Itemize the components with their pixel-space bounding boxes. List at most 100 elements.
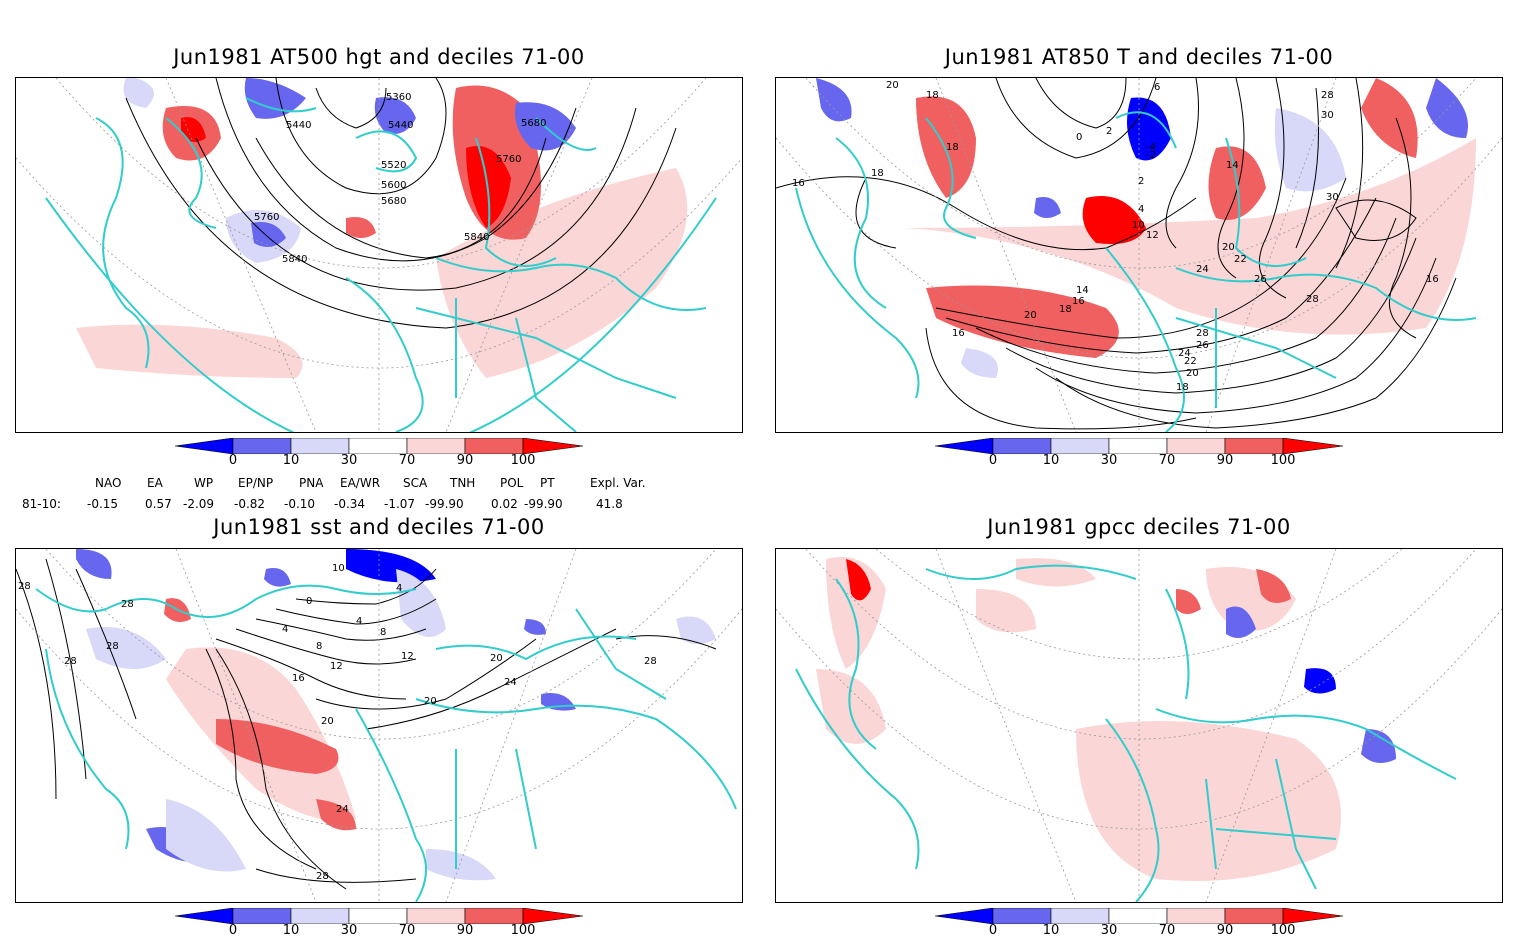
index-value: -0.82 — [234, 497, 266, 511]
colorbar-tick-label: 100 — [510, 923, 536, 938]
contour-label: 28 — [1321, 90, 1334, 101]
contour-label: 26 — [1254, 274, 1267, 285]
contour-label: 14 — [1076, 285, 1089, 296]
contour-label: 24 — [1196, 264, 1209, 275]
contour-label: 8 — [380, 627, 386, 638]
contour-label: 24 — [504, 677, 517, 688]
colorbar-tick-label: 30 — [1100, 923, 1118, 938]
contour-label: 10 — [1132, 220, 1145, 231]
index-header: EP/NP — [238, 476, 274, 490]
index-value: 0.02 — [491, 497, 518, 511]
colorbar-tick-label: 70 — [398, 453, 416, 468]
colorbar-tick-label: 100 — [1270, 453, 1296, 468]
panel-title-sst: Jun1981 sst and deciles 71-00 — [213, 515, 545, 539]
contour-label: 20 — [490, 653, 503, 664]
contour-label: 2 — [1106, 126, 1112, 137]
colorbar-tick-label: 100 — [1270, 923, 1296, 938]
contour-label: 10 — [332, 563, 345, 574]
colorbar-bottom-right: 0 10 30 70 90 100 — [934, 907, 1355, 948]
contour-label: 4 — [1138, 204, 1144, 215]
panel-title-t850: Jun1981 AT850 T and deciles 71-00 — [944, 45, 1334, 69]
colorbar-tick-label: 0 — [228, 453, 238, 468]
contour-label: 20 — [424, 696, 437, 707]
colorbar-tick-label: 30 — [1100, 453, 1118, 468]
contour-label: 22 — [1234, 254, 1247, 265]
contour-label: 5600 — [381, 180, 406, 191]
contour-label: 24 — [1178, 348, 1191, 359]
index-header: TNH — [450, 476, 476, 490]
colorbar-tick-label: 30 — [340, 923, 358, 938]
contour-label: 28 — [1306, 294, 1319, 305]
contour-label: 18 — [1176, 382, 1189, 393]
colorbar-tick-label: 90 — [456, 453, 474, 468]
contour-label: 5440 — [388, 120, 413, 131]
contour-label: 4 — [356, 616, 362, 627]
map-panel-t850: 20 18 6 0 2 2 -4 -2 18 16 18 14 30 28 4 … — [775, 77, 1503, 433]
contour-label: 20 — [1186, 368, 1199, 379]
index-value: -0.34 — [334, 497, 366, 511]
colorbar-tick-label: 0 — [988, 923, 998, 938]
contour-label: 28 — [121, 599, 134, 610]
contour-label: 6 — [1154, 82, 1160, 93]
colorbar-bottom-left: 0 10 30 70 90 100 — [174, 907, 595, 948]
contour-label: 5760 — [496, 154, 521, 165]
contour-label: 30 — [1321, 110, 1334, 121]
contour-label: 28 — [644, 656, 657, 667]
index-header: EA — [147, 476, 163, 490]
contour-label: 30 — [1326, 192, 1339, 203]
index-header: NAO — [95, 476, 122, 490]
contour-label: 5840 — [464, 232, 489, 243]
contour-label: 5680 — [521, 118, 546, 129]
index-header: Expl. Var. — [590, 476, 646, 490]
index-value: -99.90 — [524, 497, 563, 511]
colorbar-tick-label: 10 — [1042, 923, 1060, 938]
contour-label: 0 — [306, 596, 312, 607]
contour-label: 16 — [792, 178, 805, 189]
index-row-label: 81-10: — [22, 497, 61, 511]
contour-label: 8 — [316, 641, 322, 652]
contour-label: 18 — [1059, 304, 1072, 315]
index-header: PNA — [299, 476, 324, 490]
contour-label: 12 — [330, 661, 343, 672]
contour-label: 16 — [292, 673, 305, 684]
colorbar-tick-label: 0 — [228, 923, 238, 938]
index-header: SCA — [403, 476, 428, 490]
colorbar-tick-label: 10 — [282, 923, 300, 938]
colorbar-tick-label: 90 — [456, 923, 474, 938]
colorbar-tick-label: 90 — [1216, 923, 1234, 938]
index-header: WP — [194, 476, 214, 490]
colorbar-top-left: 0 10 30 70 90 100 — [174, 437, 595, 478]
colorbar-top-right: 0 10 30 70 90 100 — [934, 437, 1355, 478]
contour-label: 16 — [1072, 296, 1085, 307]
contour-label: 26 — [1196, 340, 1209, 351]
contour-label: 5520 — [381, 160, 406, 171]
contour-label: 5760 — [254, 212, 279, 223]
contour-label: 28 — [1196, 328, 1209, 339]
panel-title-gpcc: Jun1981 gpcc deciles 71-00 — [987, 515, 1291, 539]
index-value: -2.09 — [183, 497, 215, 511]
index-header: PT — [540, 476, 555, 490]
contour-label: 4 — [396, 583, 402, 594]
index-value: 0.57 — [145, 497, 172, 511]
contour-label: 5840 — [282, 254, 307, 265]
contour-label: 5680 — [381, 196, 406, 207]
contour-label: 24 — [336, 804, 349, 815]
contour-label: -2 — [1146, 150, 1156, 161]
contour-label: 28 — [18, 581, 31, 592]
contour-label: 20 — [321, 716, 334, 727]
contour-label: 0 — [1076, 132, 1082, 143]
contour-label: 28 — [316, 871, 329, 882]
panel-title-hgt500: Jun1981 AT500 hgt and deciles 71-00 — [173, 45, 585, 69]
contour-label: 14 — [1226, 160, 1239, 171]
map-panel-sst: 28 28 28 28 0 10 4 4 4 8 8 12 12 16 20 2… — [15, 548, 743, 903]
colorbar-tick-label: 10 — [282, 453, 300, 468]
index-value: -0.10 — [284, 497, 316, 511]
index-value: -0.15 — [87, 497, 119, 511]
colorbar-tick-label: 70 — [1158, 453, 1176, 468]
contour-label: 18 — [946, 142, 959, 153]
contour-label: 16 — [1426, 274, 1439, 285]
contour-label: 4 — [282, 624, 288, 635]
map-panel-gpcc — [775, 548, 1503, 903]
colorbar-tick-label: 70 — [1158, 923, 1176, 938]
colorbar-tick-label: 100 — [510, 453, 536, 468]
